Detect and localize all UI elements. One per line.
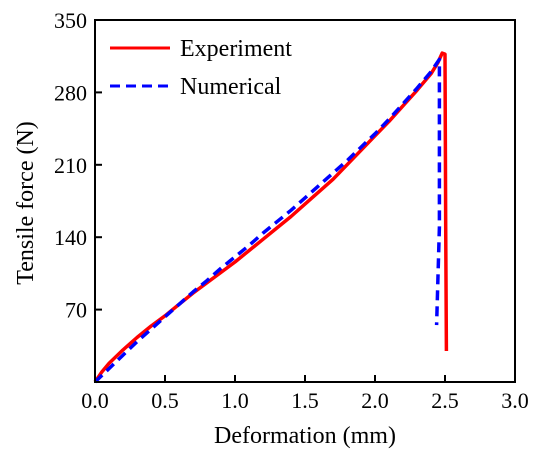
ticks-layer: 0.0 0.5 1.0 1.5 2.0 2.5 3.0 70 140 210 280 350 [54,8,529,413]
x-tick-label: 3.0 [501,388,529,413]
series-layer [93,51,449,384]
series-line-numerical [93,57,442,384]
plot-frame [94,19,516,383]
x-tick-label: 1.0 [221,388,249,413]
x-tick-label: 2.5 [431,388,459,413]
y-tick-label: 350 [54,8,87,33]
x-axis-title: Deformation (mm) [214,423,396,449]
x-tick-label: 0.0 [81,388,109,413]
y-tick-label: 280 [54,80,87,105]
y-axis-title: Tensile force (N) [13,121,39,285]
x-tick-label: 2.0 [361,388,389,413]
legend: Experiment Numerical [110,36,292,100]
y-tick-label: 140 [54,225,87,250]
x-tick-label: 1.5 [291,388,319,413]
y-tick-label: 210 [54,153,87,178]
legend-label-numerical: Numerical [180,74,282,100]
y-tick-label: 70 [65,298,87,323]
x-tick-label: 0.5 [151,388,179,413]
legend-label-experiment: Experiment [180,36,292,62]
